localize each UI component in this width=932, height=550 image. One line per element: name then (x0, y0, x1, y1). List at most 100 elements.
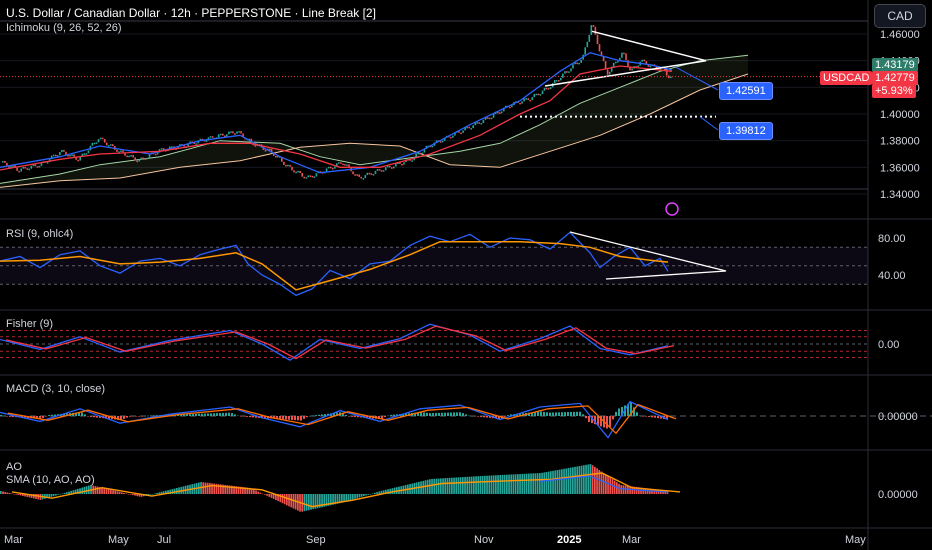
macd-histogram-bar-up (456, 412, 458, 416)
ao-bar-up (466, 476, 469, 494)
ao-bar-down (2, 491, 4, 494)
target-upper-tag[interactable]: 1.42591 (719, 82, 773, 100)
macd-histogram-bar-up (219, 413, 221, 416)
ao-bar-up (59, 494, 62, 495)
macd-histogram-bar-down (378, 416, 380, 419)
ao-bar-down (605, 474, 607, 494)
macd-histogram-bar-up (315, 415, 317, 416)
macd-histogram-bar-down (249, 416, 251, 418)
macd-histogram-bar-down (6, 416, 8, 417)
ao-bar-down (127, 494, 130, 495)
line-break-brick-down (592, 25, 595, 27)
line-break-brick-up (61, 149, 63, 152)
line-break-brick-up (22, 167, 24, 169)
line-break-brick-up (621, 52, 623, 58)
line-break-brick-down (234, 133, 236, 135)
line-break-brick-up (474, 122, 477, 126)
line-break-brick-up (130, 155, 132, 157)
macd-histogram-bar-up (210, 413, 212, 416)
macd-histogram-bar-up (213, 413, 215, 416)
line-break-brick-down (401, 164, 403, 166)
line-break-brick-up (205, 140, 208, 142)
time-tick-label: May (108, 534, 129, 546)
line-break-brick-down (647, 64, 650, 67)
line-break-brick-up (462, 130, 464, 133)
ao-bar-up (503, 474, 506, 494)
ao-bar-up (147, 494, 150, 496)
line-break-brick-down (309, 175, 312, 177)
ao-bar-up (391, 488, 394, 494)
line-break-brick-up (169, 146, 171, 149)
macd-histogram-bar-up (312, 415, 314, 417)
time-tick-label: Jul (157, 534, 171, 546)
ao-bar-up (508, 474, 510, 494)
line-break-brick-down (26, 168, 29, 170)
ao-bar-up (457, 477, 460, 494)
macd-histogram-bar-up (204, 413, 206, 416)
ao-bar-down (598, 469, 601, 494)
line-break-brick-down (399, 162, 401, 164)
ao-bar-up (499, 475, 502, 494)
macd-histogram-bar-down (651, 416, 653, 418)
line-break-brick-up (295, 171, 297, 174)
macd-histogram-bar-up (423, 412, 425, 416)
macd-histogram-bar-up (189, 414, 191, 416)
ao-bar-up (563, 468, 565, 494)
ao-bar-up (532, 473, 535, 494)
price-tick-label: 1.36000 (880, 162, 920, 174)
macd-histogram-bar-up (81, 412, 83, 416)
target-lower-tag[interactable]: 1.39812 (719, 122, 773, 140)
macd-histogram-bar-up (429, 413, 431, 416)
ao-bar-down (228, 485, 231, 494)
line-break-brick-up (238, 131, 240, 133)
line-break-brick-down (360, 176, 362, 179)
line-break-brick-down (319, 171, 322, 173)
line-break-brick-up (423, 148, 426, 153)
ao-bar-up (561, 469, 563, 494)
ao-bar-up (587, 464, 590, 494)
macd-histogram-bar-up (627, 403, 629, 416)
line-break-brick-down (73, 154, 75, 157)
ao-bar-up (477, 476, 480, 494)
line-break-brick-down (602, 56, 605, 62)
line-break-brick-down (136, 160, 138, 163)
ao-bar-down (629, 486, 631, 494)
line-break-brick-down (460, 132, 462, 135)
ao-bar-up (380, 490, 383, 494)
ao-bar-down (611, 479, 614, 494)
ao-bar-up (323, 494, 326, 507)
ao-bar-up (517, 474, 519, 494)
ao-bar-down (277, 494, 279, 502)
line-break-brick-up (641, 59, 644, 62)
ao-bar-down (129, 494, 132, 495)
ao-bar-up (486, 475, 488, 494)
ao-bar-up (497, 475, 499, 494)
line-break-brick-up (12, 165, 14, 167)
line-break-brick-up (83, 153, 86, 155)
macd-histogram-bar-down (135, 416, 137, 417)
macd-histogram-bar-down (108, 416, 110, 419)
macd-histogram-bar-up (618, 408, 620, 416)
macd-histogram-bar-down (594, 416, 596, 425)
ao-bar-down (24, 494, 26, 497)
macd-histogram-bar-down (117, 416, 119, 420)
macd-histogram-bar-down (483, 416, 485, 418)
macd-histogram-bar-up (186, 414, 188, 416)
macd-histogram-bar-up (198, 413, 200, 416)
line-break-brick-down (8, 166, 10, 168)
ao-bar-down (118, 491, 121, 494)
target-upper-connector (675, 66, 719, 91)
line-break-brick-up (615, 61, 617, 64)
ao-bar-up (176, 488, 178, 494)
ao-bar-down (622, 485, 625, 494)
macd-histogram-bar-down (585, 416, 587, 419)
macd-histogram-bar-up (432, 413, 434, 416)
currency-button[interactable]: CAD (874, 4, 926, 28)
line-break-brick-up (346, 164, 348, 166)
ao-bar-up (358, 494, 361, 498)
lightning-icon (665, 202, 679, 216)
macd-histogram-bar-down (291, 416, 293, 420)
ao-bar-up (173, 488, 176, 494)
ao-bar-down (596, 468, 598, 494)
ao-bar-down (248, 487, 251, 494)
